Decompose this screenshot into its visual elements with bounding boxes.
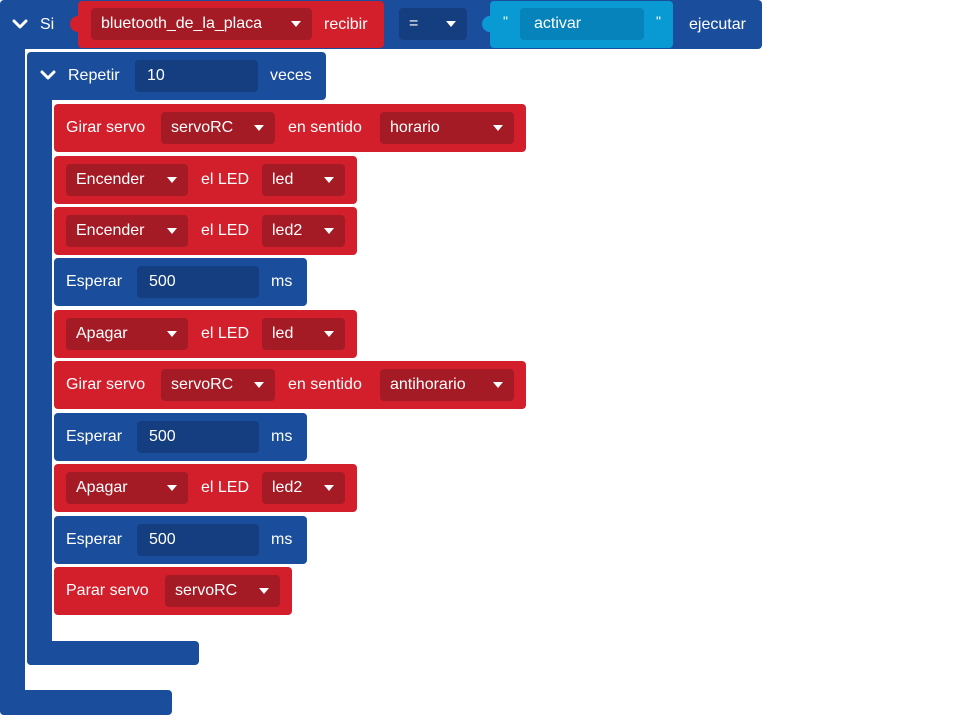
wait-label: Esperar (66, 273, 123, 290)
repeat-block-left-arm (27, 92, 52, 665)
caret-down-icon (167, 177, 177, 183)
led-action-dropdown[interactable]: Encender (66, 215, 188, 247)
servo-dropdown[interactable]: servoRC (161, 112, 275, 144)
servo-dropdown[interactable]: servoRC (165, 575, 280, 607)
caret-down-icon (493, 125, 503, 131)
led-label: el LED (201, 479, 250, 496)
if-block-left-arm (0, 40, 25, 715)
led-action-dropdown[interactable]: Encender (66, 164, 188, 196)
wait-label: Esperar (66, 531, 123, 548)
repeat-times-label: veces (270, 67, 312, 84)
repeat-block-footer (27, 641, 199, 665)
if-block-footer (0, 690, 172, 715)
led-action-dropdown[interactable]: Apagar (66, 318, 188, 350)
caret-down-icon (291, 21, 301, 27)
caret-down-icon (254, 382, 264, 388)
servo-dropdown[interactable]: servoRC (161, 369, 275, 401)
wait-unit-label: ms (271, 273, 293, 290)
led-action-dropdown[interactable]: Apagar (66, 472, 188, 504)
caret-down-icon (167, 485, 177, 491)
value-connector (482, 16, 492, 32)
string-input[interactable]: activar (520, 8, 644, 40)
chevron-down-icon[interactable] (40, 67, 56, 83)
led-dropdown[interactable]: led2 (262, 215, 345, 247)
repeat-keyword: Repetir (68, 67, 120, 84)
led-label: el LED (201, 171, 250, 188)
servo-turn-label: Girar servo (66, 119, 146, 136)
wait-unit-label: ms (271, 531, 293, 548)
wait-unit-label: ms (271, 428, 293, 445)
caret-down-icon (446, 21, 456, 27)
servo-stop-label: Parar servo (66, 582, 149, 599)
led-label: el LED (201, 325, 250, 342)
direction-dropdown[interactable]: antihorario (380, 369, 514, 401)
caret-down-icon (324, 331, 334, 337)
quote-close: " (656, 13, 661, 29)
receive-label: recibir (324, 16, 368, 33)
wait-value-input[interactable]: 500 (137, 421, 259, 453)
quote-open: " (503, 13, 508, 29)
wait-label: Esperar (66, 428, 123, 445)
led-dropdown[interactable]: led2 (262, 472, 345, 504)
led-dropdown[interactable]: led (262, 318, 345, 350)
chevron-down-icon[interactable] (12, 16, 28, 32)
led-dropdown[interactable]: led (262, 164, 345, 196)
direction-dropdown[interactable]: horario (380, 112, 514, 144)
caret-down-icon (493, 382, 503, 388)
caret-down-icon (259, 588, 269, 594)
direction-label: en sentido (288, 376, 362, 393)
direction-label: en sentido (288, 119, 362, 136)
bluetooth-source-dropdown[interactable]: bluetooth_de_la_placa (91, 8, 312, 40)
caret-down-icon (324, 177, 334, 183)
caret-down-icon (254, 125, 264, 131)
operator-dropdown[interactable]: = (399, 8, 467, 40)
wait-value-input[interactable]: 500 (137, 266, 259, 298)
if-keyword: Si (40, 16, 55, 33)
caret-down-icon (324, 485, 334, 491)
caret-down-icon (167, 228, 177, 234)
caret-down-icon (167, 331, 177, 337)
led-label: el LED (201, 222, 250, 239)
wait-value-input[interactable]: 500 (137, 524, 259, 556)
value-connector (70, 16, 80, 32)
caret-down-icon (324, 228, 334, 234)
execute-label: ejecutar (689, 16, 746, 33)
servo-turn-label: Girar servo (66, 376, 146, 393)
repeat-count-input[interactable]: 10 (135, 60, 258, 92)
